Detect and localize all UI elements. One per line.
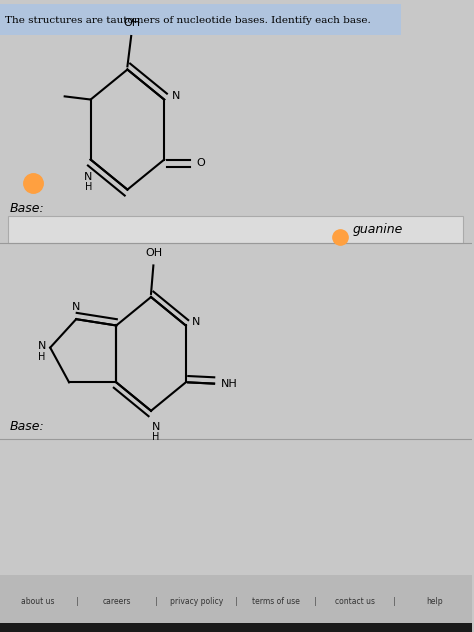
FancyBboxPatch shape	[0, 575, 472, 632]
Text: |: |	[235, 597, 237, 606]
FancyBboxPatch shape	[0, 623, 472, 632]
Text: Base:: Base:	[9, 420, 44, 433]
Text: The structures are tautomers of nucleotide bases. Identify each base.: The structures are tautomers of nucleoti…	[5, 16, 371, 25]
Text: H: H	[38, 352, 46, 362]
Text: N: N	[84, 173, 92, 182]
Text: privacy policy: privacy policy	[170, 597, 223, 606]
Text: careers: careers	[103, 597, 131, 606]
Text: |: |	[155, 597, 158, 606]
Text: guanine: guanine	[352, 223, 403, 236]
Text: OH: OH	[146, 248, 163, 258]
Text: about us: about us	[21, 597, 55, 606]
Text: help: help	[426, 597, 443, 606]
Text: N: N	[172, 92, 180, 101]
Text: |: |	[393, 597, 396, 606]
FancyBboxPatch shape	[0, 4, 401, 35]
Text: N: N	[192, 317, 201, 327]
FancyBboxPatch shape	[9, 216, 464, 243]
Text: H: H	[152, 432, 159, 442]
Text: OH: OH	[124, 18, 141, 28]
Text: contact us: contact us	[335, 597, 375, 606]
Text: N: N	[152, 422, 160, 432]
Text: NH: NH	[221, 379, 238, 389]
Text: |: |	[314, 597, 317, 606]
Text: terms of use: terms of use	[252, 597, 300, 606]
Text: N: N	[37, 341, 46, 351]
Text: Base:: Base:	[9, 202, 44, 215]
Text: O: O	[196, 159, 205, 168]
Text: N: N	[72, 301, 81, 312]
Text: |: |	[76, 597, 79, 606]
Text: H: H	[84, 183, 92, 192]
